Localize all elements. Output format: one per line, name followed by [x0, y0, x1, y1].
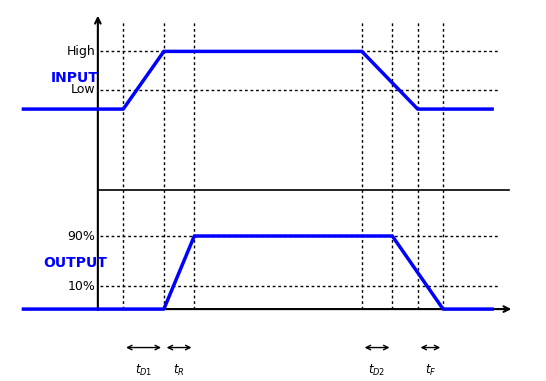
- Text: OUTPUT: OUTPUT: [43, 256, 107, 270]
- Text: High: High: [67, 45, 96, 58]
- Text: $t_{D1}$: $t_{D1}$: [135, 363, 152, 378]
- Text: $t_{D2}$: $t_{D2}$: [369, 363, 386, 378]
- Text: 90%: 90%: [68, 229, 96, 242]
- Text: Low: Low: [70, 83, 96, 96]
- Text: $t_R$: $t_R$: [173, 363, 185, 378]
- Text: 10%: 10%: [68, 280, 96, 293]
- Text: $t_F$: $t_F$: [425, 363, 436, 378]
- Text: INPUT: INPUT: [51, 71, 99, 85]
